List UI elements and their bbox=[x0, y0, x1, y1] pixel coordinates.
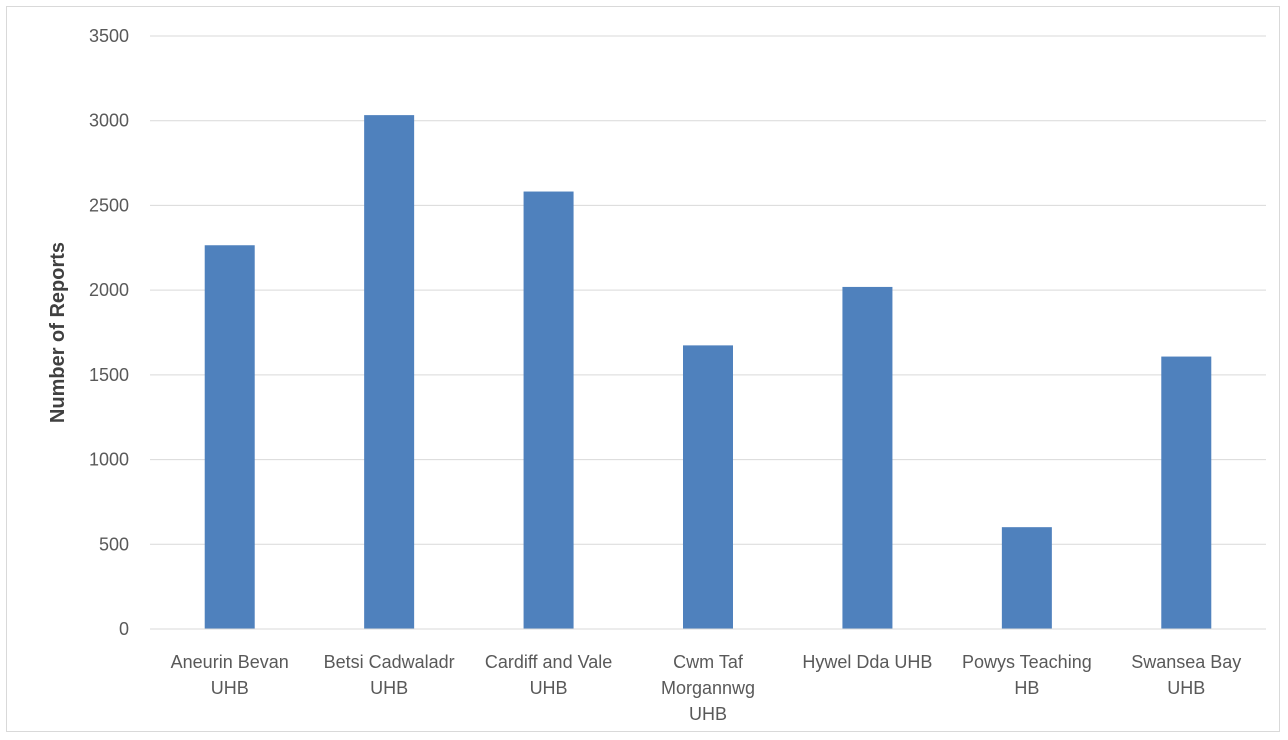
bars bbox=[204, 115, 1212, 629]
x-tick-label: Cwm Taf Morgannwg UHB bbox=[661, 652, 755, 724]
x-tick-label-line: Hywel Dda UHB bbox=[802, 652, 932, 672]
y-tick-label: 3000 bbox=[89, 111, 129, 131]
y-axis-ticks: 0 500 1000 1500 2000 2500 3000 3500 bbox=[89, 26, 129, 639]
x-tick-label-line: Morgannwg bbox=[661, 678, 755, 698]
bar bbox=[1161, 356, 1212, 629]
x-tick-label-line: HB bbox=[1014, 678, 1039, 698]
y-tick-label: 3500 bbox=[89, 26, 129, 46]
x-tick-label-line: Swansea Bay bbox=[1131, 652, 1241, 672]
x-tick-label: Hywel Dda UHB bbox=[802, 652, 932, 672]
bar bbox=[842, 286, 893, 629]
x-tick-label: Aneurin Bevan UHB bbox=[171, 652, 289, 698]
bar bbox=[204, 245, 255, 629]
x-tick-label: Betsi Cadwaladr UHB bbox=[324, 652, 455, 698]
y-tick-label: 1500 bbox=[89, 365, 129, 385]
x-tick-label-line: UHB bbox=[689, 704, 727, 724]
x-tick-label-line: Betsi Cadwaladr bbox=[324, 652, 455, 672]
y-tick-label: 2500 bbox=[89, 195, 129, 215]
y-tick-label: 0 bbox=[119, 619, 129, 639]
x-tick-label-line: UHB bbox=[370, 678, 408, 698]
x-tick-label: Swansea Bay UHB bbox=[1131, 652, 1241, 698]
y-tick-label: 500 bbox=[99, 534, 129, 554]
x-tick-label-line: Aneurin Bevan bbox=[171, 652, 289, 672]
x-tick-label-line: UHB bbox=[211, 678, 249, 698]
bar bbox=[364, 115, 415, 629]
x-tick-label: Powys Teaching HB bbox=[962, 652, 1092, 698]
x-tick-label-line: Cardiff and Vale bbox=[485, 652, 612, 672]
x-tick-label: Cardiff and Vale UHB bbox=[485, 652, 612, 698]
bar bbox=[523, 191, 574, 629]
bar bbox=[1001, 527, 1052, 629]
bar bbox=[683, 345, 733, 629]
gridlines bbox=[150, 35, 1266, 545]
x-tick-label-line: UHB bbox=[1167, 678, 1205, 698]
x-tick-label-line: Powys Teaching bbox=[962, 652, 1092, 672]
x-tick-label-line: UHB bbox=[530, 678, 568, 698]
x-tick-label-line: Cwm Taf bbox=[673, 652, 744, 672]
y-axis-title: Number of Reports bbox=[47, 242, 69, 423]
y-tick-label: 1000 bbox=[89, 450, 129, 470]
y-tick-label: 2000 bbox=[89, 280, 129, 300]
